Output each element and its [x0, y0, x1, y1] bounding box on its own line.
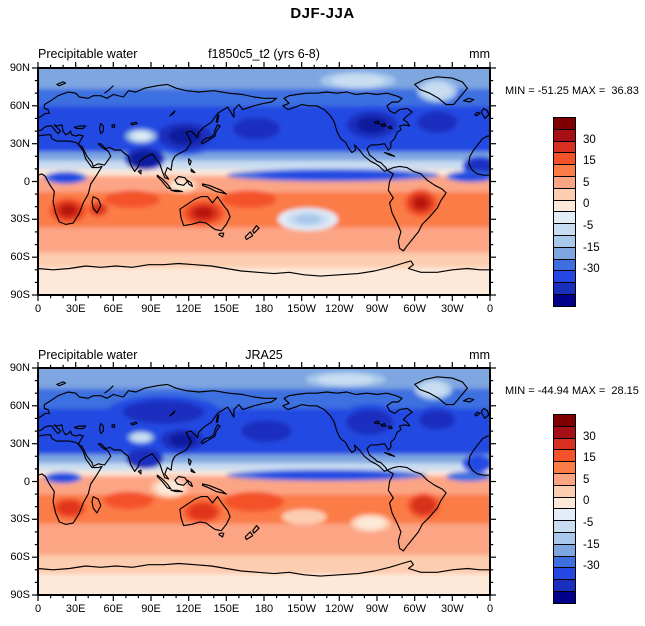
map-frame: [37, 367, 491, 596]
colorbar-box: [553, 590, 576, 604]
x-tick-label: 30W: [441, 603, 464, 615]
x-tick-label: 60E: [103, 303, 124, 315]
colorbar-tick-label: 5: [583, 473, 590, 486]
y-tick-label: 90S: [10, 289, 30, 301]
x-tick-label: 90W: [365, 303, 389, 315]
x-tick-label: 90E: [141, 603, 161, 615]
panel1-case-label: f1850c5_t2 (yrs 6-8): [208, 47, 320, 61]
colorbar-tick-label: 0: [583, 495, 590, 508]
colorbar-tick-label: 0: [583, 198, 590, 211]
field-fill: [38, 368, 490, 595]
panel1-colorbar: 30 15 5 0 -5 -15 -30: [553, 117, 613, 307]
panel2-y-axis-labels: 90N 60N 30N 0 30S 60S 90S: [0, 362, 33, 601]
colorbar-tick-label: 15: [583, 155, 596, 168]
x-tick-label: 0: [34, 603, 42, 615]
y-tick-label: 0: [23, 475, 30, 488]
colorbar-tick-label: -5: [583, 220, 594, 232]
x-tick-label: 90E: [141, 303, 161, 315]
x-tick-label: 120W: [324, 303, 354, 315]
x-tick-label: 30E: [65, 603, 86, 615]
x-tick-label: 150E: [213, 603, 240, 615]
colorbar-tick-label: 15: [583, 452, 596, 465]
y-tick-label: 90N: [9, 62, 30, 74]
map-svg-panel2: [32, 362, 496, 601]
panel2-minmax-text: MIN = -44.94 MAX = 28.15: [505, 385, 639, 397]
x-tick-label: 150E: [213, 303, 240, 315]
field-fill: [38, 68, 490, 295]
x-tick-label: 150W: [287, 603, 317, 615]
y-tick-label: 60N: [9, 399, 30, 412]
panel1-minmax-text: MIN = -51.25 MAX = 36.83: [505, 85, 639, 97]
x-tick-label: 180: [254, 303, 274, 315]
panel2-case-label: JRA25: [245, 348, 283, 362]
colorbar-tick-label: 30: [583, 430, 596, 443]
map-frame: [37, 67, 491, 296]
panel1-variable-label: Precipitable water: [38, 47, 138, 61]
x-tick-label: 0: [486, 303, 494, 315]
x-tick-label: 30W: [441, 303, 464, 315]
figure-title: DJF-JJA: [290, 5, 355, 22]
panel2-colorbar: 30 15 5 0 -5 -15 -30: [553, 414, 613, 604]
x-tick-label: 60W: [403, 603, 426, 615]
panel2-units-label: mm: [469, 348, 490, 362]
y-tick-label: 60S: [10, 551, 30, 564]
colorbar-tick-label: -30: [583, 263, 600, 276]
panel2-variable-label: Precipitable water: [38, 348, 138, 362]
x-tick-label: 30E: [65, 303, 86, 315]
x-tick-label: 120W: [324, 603, 354, 615]
colorbar-tick-label: 5: [583, 176, 590, 189]
coastlines: [38, 376, 490, 577]
panel1-x-axis-labels: 0 30E 60E 90E 120E 150E 180 150W 120W 90W 60W 30W 0: [34, 303, 494, 317]
y-tick-label: 90N: [9, 362, 30, 374]
colorbar-tick-label: -15: [583, 538, 600, 551]
panel1-units-label: mm: [469, 47, 490, 61]
map-svg-panel1: [32, 62, 496, 301]
panel1-header: Precipitable water f1850c5_t2 (yrs 6-8) …: [38, 47, 490, 62]
y-tick-label: 60S: [10, 251, 30, 264]
colorbar-tick-label: -30: [583, 560, 600, 573]
y-tick-label: 30N: [9, 437, 30, 450]
x-tick-label: 150W: [287, 303, 317, 315]
y-tick-label: 90S: [10, 589, 30, 601]
x-tick-label: 60E: [103, 603, 124, 615]
coastlines: [38, 76, 490, 277]
y-tick-label: 30S: [10, 513, 30, 526]
y-tick-label: 60N: [9, 99, 30, 112]
panel1-y-axis-labels: 90N 60N 30N 0 30S 60S 90S: [0, 62, 33, 301]
colorbar-tick-label: -15: [583, 241, 600, 254]
x-tick-label: 0: [34, 303, 42, 315]
x-tick-label: 120E: [175, 603, 202, 615]
panel1-map: [32, 62, 496, 301]
x-tick-label: 180: [254, 603, 274, 615]
y-tick-label: 0: [23, 175, 30, 188]
colorbar-box: [553, 293, 576, 307]
x-tick-label: 90W: [365, 603, 389, 615]
y-tick-label: 30N: [9, 137, 30, 150]
x-tick-label: 60W: [403, 303, 426, 315]
panel2-header: Precipitable water JRA25 mm: [38, 348, 490, 363]
y-tick-label: 30S: [10, 213, 30, 226]
colorbar-tick-label: 30: [583, 133, 596, 146]
x-tick-label: 0: [486, 603, 494, 615]
x-tick-label: 120E: [175, 303, 202, 315]
panel2-x-axis-labels: 0 30E 60E 90E 120E 150E 180 150W 120W 90W 60W 30W 0: [34, 603, 494, 617]
colorbar-tick-label: -5: [583, 517, 594, 529]
panel2-map: [32, 362, 496, 601]
